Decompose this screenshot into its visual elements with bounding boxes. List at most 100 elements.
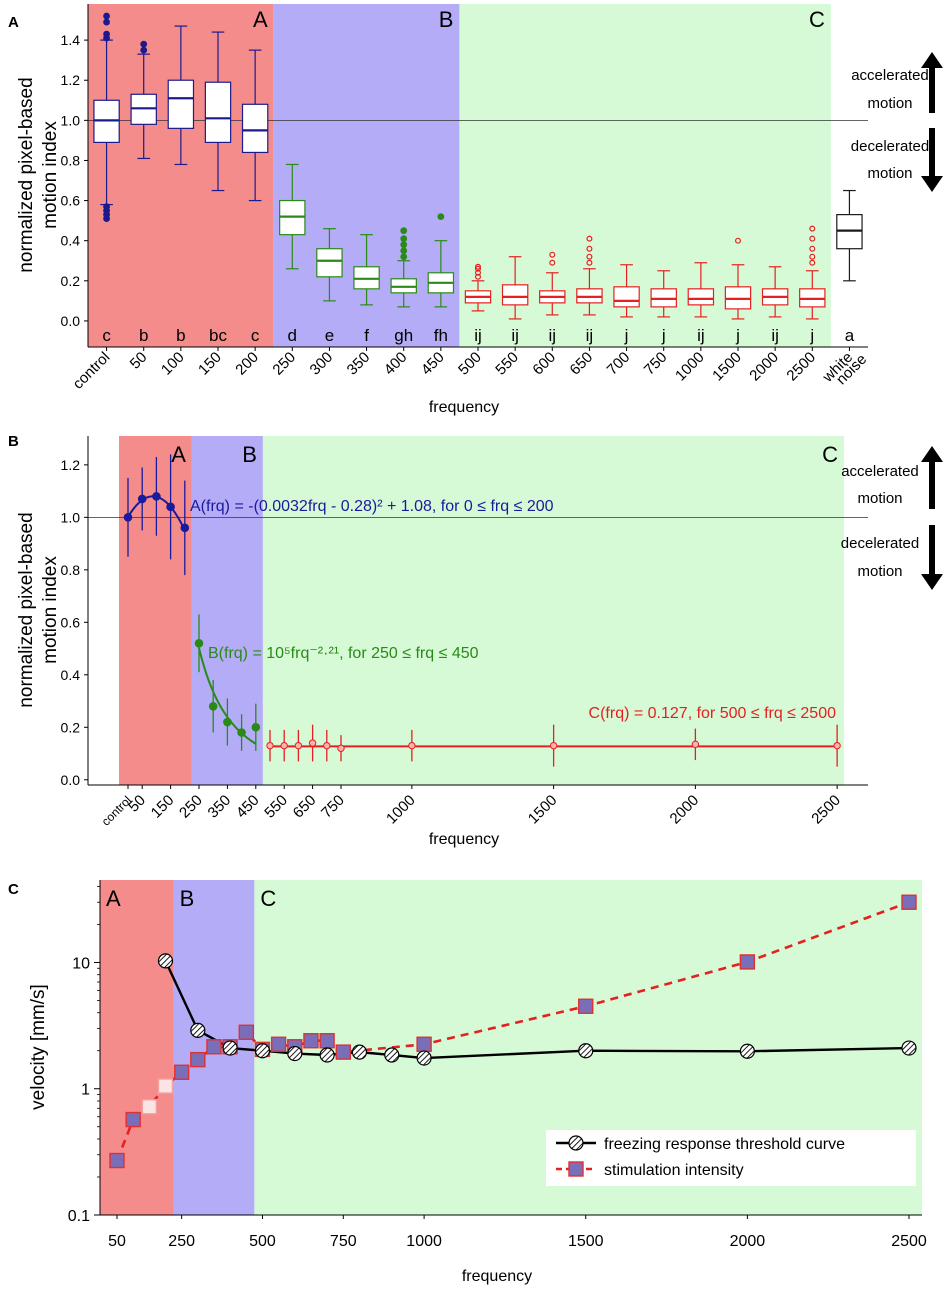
y-tick-label: 1: [81, 1082, 90, 1099]
outlier-point: [475, 269, 482, 276]
threshold-marker: [287, 1045, 303, 1062]
y-tick-label: 0.1: [68, 1208, 90, 1225]
x-tick-label: 700: [604, 349, 634, 379]
box-17: [724, 237, 752, 320]
outlier-point: [586, 245, 593, 252]
data-point: [223, 717, 232, 727]
annotation-accelerated: accelerated: [841, 463, 919, 480]
significance-letters: ij: [549, 326, 557, 345]
box-body: [501, 284, 529, 306]
x-tick-label: 750: [330, 1233, 357, 1250]
significance-letters: ij: [474, 326, 482, 345]
y-tick-label: 0.4: [61, 667, 81, 683]
outlier-point: [103, 203, 110, 210]
box-4: [241, 49, 269, 202]
region-label-b: B: [180, 886, 195, 911]
outlier-point: [103, 18, 110, 26]
box-16: [687, 262, 715, 318]
outlier-point: [140, 40, 148, 48]
annotation-accelerated: motion: [867, 95, 912, 112]
x-tick-label: 1500: [525, 792, 561, 828]
series-b: [194, 614, 261, 751]
y-tick-label: 1.2: [61, 457, 81, 473]
significance-letters: b: [139, 326, 148, 345]
data-point: [237, 728, 246, 737]
annotation-decelerated: motion: [857, 563, 902, 580]
significance-letters: e: [325, 326, 334, 345]
x-tick-label: 250: [176, 792, 206, 822]
outlier-point: [809, 225, 816, 232]
box-body: [204, 81, 232, 144]
outlier-point: [400, 241, 408, 249]
panel-label-a: A: [8, 14, 19, 31]
y-tick-label: 0.8: [61, 562, 81, 578]
x-tick-label: 2500: [808, 792, 844, 828]
significance-letters: c: [102, 326, 111, 345]
region-label-c: C: [822, 442, 838, 467]
outlier-point: [475, 273, 482, 280]
significance-letters: fh: [434, 326, 448, 345]
x-tick-label: 250: [168, 1233, 195, 1250]
data-point: [123, 513, 133, 522]
data-point: [266, 741, 274, 750]
data-point: [408, 741, 416, 750]
stimulation-marker: [739, 954, 756, 970]
threshold-marker: [416, 1050, 432, 1066]
box-body: [687, 288, 715, 306]
formula-b: B(frq) = 10⁵frq⁻²·²¹, for 250 ≤ frq ≤ 45…: [208, 645, 479, 662]
y-tick-label: 0.6: [61, 193, 81, 209]
y-tick-label: 1.4: [61, 32, 81, 48]
significance-letters: c: [251, 326, 260, 345]
x-tick-label: 1000: [672, 349, 708, 385]
threshold-marker: [739, 1043, 755, 1059]
y-tick-label: 0.0: [61, 313, 81, 329]
data-point: [280, 741, 288, 750]
x-tick-label: 750: [641, 349, 671, 379]
data-point: [294, 741, 303, 750]
x-tick-label: 750: [318, 792, 348, 822]
box-body: [167, 79, 195, 129]
stimulation-marker: [303, 1033, 319, 1049]
region-label-c: C: [809, 7, 825, 32]
series-a: [123, 454, 190, 576]
series-c: [266, 724, 841, 767]
y-axis-title: normalized pixel-based: [16, 77, 37, 272]
x-tick-label: 50: [108, 1233, 126, 1250]
stimulation-marker: [173, 1064, 190, 1080]
box-5: [279, 163, 306, 270]
panel-label-c: C: [8, 881, 19, 898]
stimulation-marker: [238, 1024, 255, 1040]
outlier-point: [475, 265, 482, 272]
outlier-point: [400, 247, 408, 255]
box-10: [464, 263, 492, 312]
threshold-marker: [190, 1022, 206, 1038]
annotation-decelerated: motion: [867, 165, 912, 182]
y-tick-label: 10: [72, 955, 90, 972]
threshold-marker: [578, 1043, 594, 1059]
x-tick-label: 2000: [667, 792, 703, 828]
x-axis-title: frequency: [462, 1268, 532, 1285]
box-12: [539, 251, 566, 316]
data-point: [308, 739, 317, 747]
data-point: [194, 639, 204, 648]
significance-letters: j: [809, 326, 814, 345]
outlier-point: [586, 235, 593, 242]
outlier-point: [586, 253, 593, 260]
stimulation-marker: [190, 1051, 206, 1068]
threshold-marker: [222, 1040, 238, 1056]
stimulation-marker: [578, 998, 594, 1014]
stimulation-marker: [319, 1033, 335, 1049]
box-7: [353, 234, 380, 306]
stimulation-marker: [157, 1078, 174, 1094]
data-point: [180, 523, 190, 533]
annotation-accelerated: accelerated: [851, 67, 929, 84]
significance-letters: f: [364, 326, 369, 345]
x-tick-label: control: [99, 793, 134, 828]
x-tick-label: 2500: [891, 1233, 927, 1250]
region-bg-a: [119, 436, 192, 785]
chart-a-boxplot: A A B C 0.0 0.2 0.4 0.6 0.8 1.0 1.2 1.4 normalized p…: [8, 4, 943, 416]
y-tick-label: 0.4: [61, 233, 81, 249]
box-6: [316, 228, 343, 302]
significance-letters: b: [176, 326, 185, 345]
y-tick-label: 1.2: [61, 72, 81, 88]
